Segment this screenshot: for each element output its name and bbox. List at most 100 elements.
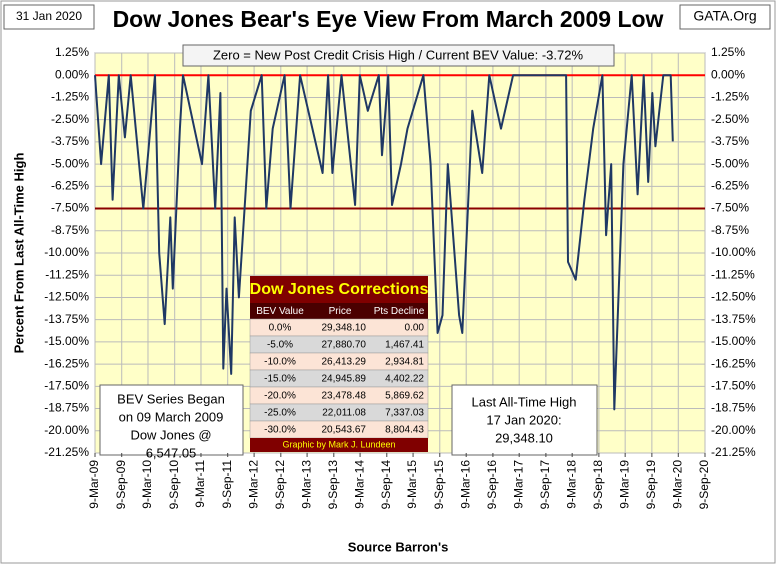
y2-tick-label: -12.50% [711, 290, 756, 304]
table-cell: 4,402.22 [385, 374, 424, 385]
y2-tick-label: -10.00% [711, 245, 756, 259]
corrections-table: Dow Jones Corrections BEV Value Price Pts D… [250, 276, 429, 452]
y-tick-label: -6.25% [51, 179, 89, 193]
table-cell: 22,011.08 [322, 408, 366, 419]
table-cell: 1,467.41 [385, 340, 424, 351]
x-tick-label: 9-Sep-14 [379, 460, 393, 510]
table-cell: 24,945.89 [322, 374, 367, 385]
table-header-bg [250, 303, 428, 319]
y2-tick-label: -5.00% [711, 156, 749, 170]
date-stamp: 31 Jan 2020 [16, 9, 82, 23]
x-tick-label: 9-Sep-09 [114, 460, 128, 510]
y-tick-label: -2.50% [51, 112, 89, 126]
subtitle: Zero = New Post Credit Crisis High / Cur… [213, 47, 583, 62]
left-note: BEV Series Began [117, 391, 225, 406]
table-cell: -30.0% [264, 425, 296, 436]
x-tick-label: 9-Mar-19 [617, 460, 631, 509]
y-tick-label: -5.00% [51, 156, 89, 170]
y-tick-label: -16.25% [44, 356, 89, 370]
y2-tick-label: -11.25% [711, 267, 755, 281]
y2-tick-label: -17.50% [711, 379, 756, 393]
y-tick-label: -10.00% [44, 245, 89, 259]
y-tick-label: 1.25% [55, 45, 89, 59]
x-tick-label: 9-Sep-16 [485, 460, 499, 510]
y2-tick-label: -1.25% [711, 90, 749, 104]
y2-tick-label: -18.75% [711, 401, 756, 415]
x-tick-label: 9-Sep-15 [432, 460, 446, 510]
source-box [679, 4, 771, 30]
y-tick-label: -7.50% [51, 201, 89, 215]
table-cell: 8,804.43 [385, 425, 424, 436]
x-tick-label: 9-Mar-13 [299, 460, 313, 509]
x-tick-label: 9-Mar-09 [87, 460, 101, 509]
y-tick-label: -3.75% [51, 134, 89, 148]
right-note: 17 Jan 2020: [486, 412, 561, 427]
x-tick-label: 9-Sep-19 [644, 460, 658, 510]
data-line [94, 74, 674, 411]
y2-tick-label: 1.25% [711, 45, 745, 59]
y-tick-label: -8.75% [51, 223, 89, 237]
y2-tick-label: -7.50% [711, 201, 749, 215]
x-tick-label: 9-Mar-12 [246, 460, 260, 509]
y2-tick-label: -13.75% [711, 312, 756, 326]
x-tick-label: 9-Mar-10 [140, 460, 154, 509]
right-note: 29,348.10 [495, 430, 553, 445]
table-footer-bg [250, 438, 428, 452]
table-title: Dow Jones Corrections [250, 281, 429, 298]
y2-tick-label: -3.75% [711, 134, 749, 148]
y-tick-label: -17.50% [44, 379, 89, 393]
y-tick-label: -18.75% [44, 401, 89, 415]
x-tick-label: 9-Mar-14 [352, 460, 366, 509]
y-tick-label: -1.25% [51, 90, 89, 104]
x-axis-label: Source Barron's [348, 539, 449, 554]
left-note-box [99, 384, 244, 456]
table-cell: 0.00 [405, 323, 425, 334]
left-note: Dow Jones @ [130, 427, 211, 442]
left-note: on 09 March 2009 [119, 409, 224, 424]
y-tick-label: -11.25% [45, 267, 89, 281]
x-tick-label: 9-Sep-13 [326, 460, 340, 510]
table-cell: -10.0% [264, 357, 296, 368]
y2-tick-label: -6.25% [711, 179, 749, 193]
table-cell: -5.0% [267, 340, 293, 351]
y2-tick-label: -2.50% [711, 112, 749, 126]
x-tick-label: 9-Mar-15 [405, 460, 419, 509]
table-cell: -25.0% [264, 408, 296, 419]
left-note: 6,547.05 [146, 445, 197, 460]
table-cell: 23,478.48 [322, 391, 367, 402]
y-tick-label: -15.00% [44, 334, 89, 348]
table-header: Price [329, 306, 352, 317]
x-tick-label: 9-Sep-11 [220, 460, 234, 509]
y-axis-label: Percent From Last All-Time High [11, 153, 26, 354]
y2-tick-label: -8.75% [711, 223, 749, 237]
table-cell: 0.0% [269, 323, 292, 334]
source-tag: GATA.Org [693, 8, 756, 24]
x-tick-label: 9-Mar-16 [458, 460, 472, 509]
y-tick-label: -13.75% [44, 312, 89, 326]
right-note: Last All-Time High [472, 394, 577, 409]
y2-tick-label: 0.00% [711, 67, 745, 81]
y2-tick-label: -16.25% [711, 356, 756, 370]
table-cell: 26,413.29 [322, 357, 367, 368]
y2-tick-label: -21.25% [711, 445, 756, 459]
x-tick-label: 9-Sep-12 [273, 460, 287, 510]
x-tick-label: 9-Mar-17 [511, 460, 525, 509]
subtitle-box [182, 44, 615, 67]
x-tick-label: 9-Mar-11 [193, 460, 207, 508]
right-note-box [451, 384, 598, 456]
y2-tick-label: -15.00% [711, 334, 756, 348]
x-tick-label: 9-Mar-20 [670, 460, 684, 509]
x-tick-label: 9-Sep-10 [167, 460, 181, 510]
y-tick-label: 0.00% [55, 67, 89, 81]
table-cell: 2,934.81 [385, 357, 424, 368]
table-cell: 7,337.03 [385, 408, 424, 419]
table-footer: Graphic by Mark J. Lundeen [282, 439, 395, 449]
y-tick-label: -12.50% [44, 290, 89, 304]
y-tick-label: -21.25% [44, 445, 89, 459]
table-header: BEV Value [256, 306, 304, 317]
table-cell: 20,543.67 [322, 425, 367, 436]
x-tick-label: 9-Mar-18 [564, 460, 578, 509]
x-tick-label: 9-Sep-17 [538, 460, 552, 510]
table-cell: -20.0% [264, 391, 296, 402]
